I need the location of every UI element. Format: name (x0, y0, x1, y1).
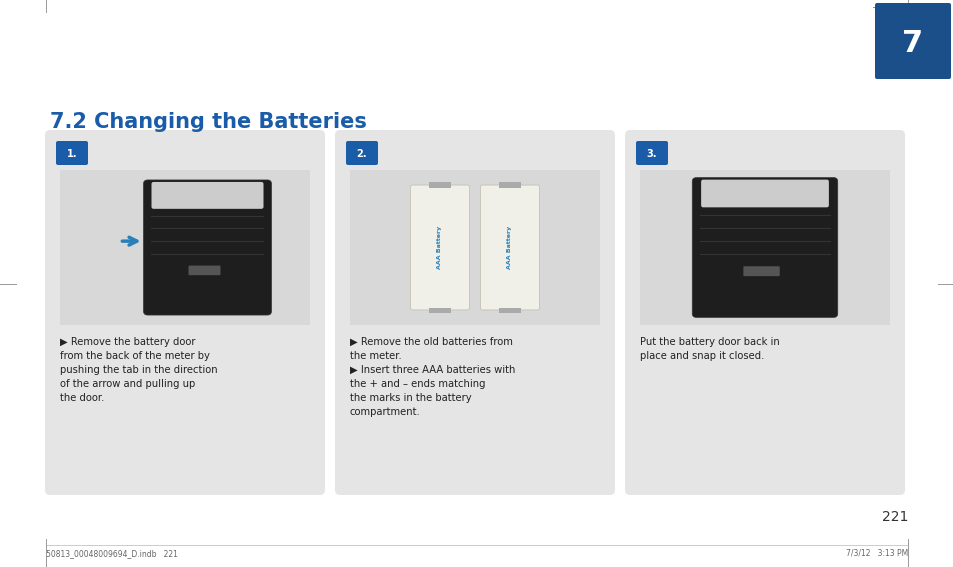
Text: ▶ Remove the battery door: ▶ Remove the battery door (60, 337, 195, 347)
Text: 50813_00048009694_D.indb   221: 50813_00048009694_D.indb 221 (46, 549, 177, 558)
Text: 2.: 2. (356, 149, 367, 159)
FancyBboxPatch shape (498, 308, 520, 313)
Text: 7: 7 (902, 28, 923, 57)
FancyBboxPatch shape (874, 3, 950, 79)
FancyBboxPatch shape (143, 180, 272, 315)
Text: 7.2 Changing the Batteries: 7.2 Changing the Batteries (50, 112, 367, 132)
FancyBboxPatch shape (636, 141, 667, 165)
FancyBboxPatch shape (480, 185, 539, 310)
FancyBboxPatch shape (350, 170, 599, 325)
Text: the door.: the door. (60, 393, 104, 403)
FancyBboxPatch shape (692, 177, 837, 318)
Text: place and snap it closed.: place and snap it closed. (639, 351, 763, 361)
FancyBboxPatch shape (152, 182, 263, 209)
Text: AAA Battery: AAA Battery (437, 226, 442, 269)
Text: the marks in the battery: the marks in the battery (350, 393, 471, 403)
Text: pushing the tab in the direction: pushing the tab in the direction (60, 365, 217, 375)
Text: of the arrow and pulling up: of the arrow and pulling up (60, 379, 195, 389)
Text: ▶ Insert three AAA batteries with: ▶ Insert three AAA batteries with (350, 365, 515, 375)
FancyBboxPatch shape (410, 185, 469, 310)
FancyBboxPatch shape (45, 130, 325, 495)
FancyBboxPatch shape (189, 265, 220, 275)
Text: from the back of the meter by: from the back of the meter by (60, 351, 210, 361)
FancyBboxPatch shape (498, 182, 520, 188)
FancyBboxPatch shape (346, 141, 377, 165)
FancyBboxPatch shape (429, 182, 451, 188)
Text: AAA Battery: AAA Battery (507, 226, 512, 269)
Text: ▶ Remove the old batteries from: ▶ Remove the old batteries from (350, 337, 513, 347)
Text: Put the battery door back in: Put the battery door back in (639, 337, 779, 347)
Text: the meter.: the meter. (350, 351, 401, 361)
Text: compartment.: compartment. (350, 407, 420, 417)
FancyBboxPatch shape (639, 170, 889, 325)
Text: 7/3/12   3:13 PM: 7/3/12 3:13 PM (845, 549, 907, 558)
Text: 221: 221 (881, 510, 907, 524)
Text: 1.: 1. (67, 149, 77, 159)
FancyBboxPatch shape (429, 308, 451, 313)
FancyBboxPatch shape (335, 130, 615, 495)
FancyBboxPatch shape (700, 180, 828, 208)
FancyBboxPatch shape (56, 141, 88, 165)
Text: the + and – ends matching: the + and – ends matching (350, 379, 485, 389)
Text: 3.: 3. (646, 149, 657, 159)
FancyBboxPatch shape (60, 170, 310, 325)
FancyBboxPatch shape (624, 130, 904, 495)
FancyBboxPatch shape (742, 266, 779, 276)
